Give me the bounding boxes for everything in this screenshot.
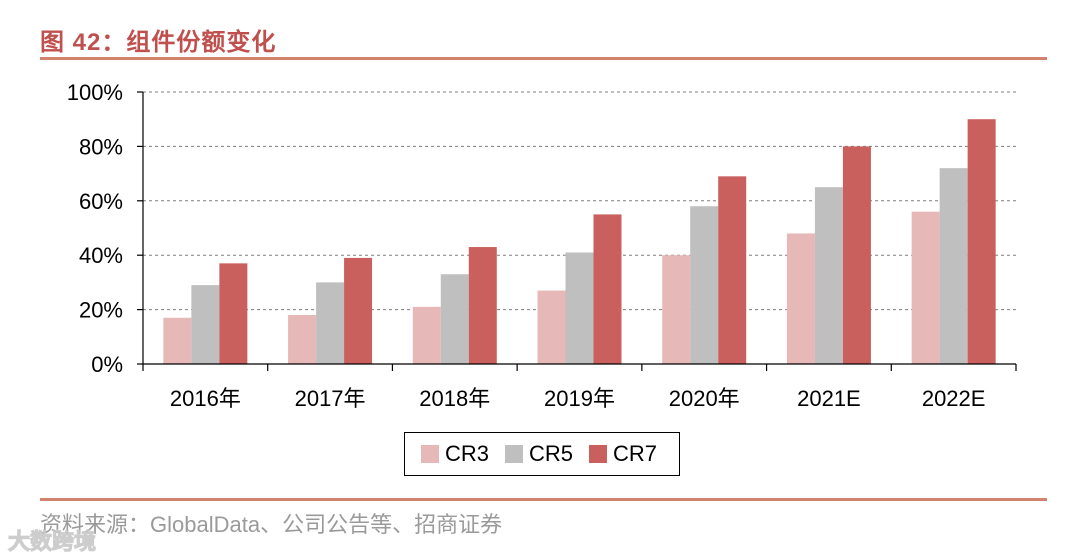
x-tick-label: 2021E	[797, 386, 861, 411]
y-tick-label: 60%	[79, 189, 123, 214]
bar-cr3	[288, 315, 317, 364]
bar-cr7	[842, 146, 871, 364]
x-tick-label: 2017年	[295, 386, 366, 411]
bar-cr5	[191, 285, 220, 364]
y-tick-label: 20%	[79, 298, 123, 323]
bar-cr7	[344, 257, 373, 364]
x-tick-label: 2022E	[922, 386, 986, 411]
legend-item-cr3: CR3	[421, 441, 489, 467]
bar-cr3	[163, 317, 192, 364]
x-tick-label: 2018年	[419, 386, 490, 411]
y-tick-label: 0%	[91, 352, 123, 377]
title-rule	[40, 57, 1047, 60]
bar-cr5	[565, 252, 594, 364]
y-tick-label: 40%	[79, 243, 123, 268]
legend-label-cr3: CR3	[445, 441, 490, 466]
bar-cr3	[412, 306, 441, 364]
x-tick-label: 2019年	[544, 386, 615, 411]
source-note: 资料来源：GlobalData、公司公告等、招商证券	[40, 512, 503, 537]
legend-swatch-cr5	[505, 445, 524, 463]
legend-label-cr7: CR7	[613, 441, 658, 466]
bar-cr7	[219, 263, 248, 364]
bar-cr7	[593, 214, 622, 364]
bar-cr3	[537, 290, 566, 364]
bar-cr5	[939, 168, 968, 364]
watermark: 大数跨境	[7, 529, 97, 555]
legend-item-cr7: CR7	[589, 441, 657, 467]
x-tick-label: 2020年	[669, 386, 740, 411]
bar-cr3	[662, 255, 691, 364]
legend-item-cr5: CR5	[505, 441, 573, 467]
bar-cr3	[786, 233, 815, 364]
bar-cr5	[690, 206, 719, 364]
bar-cr7	[718, 176, 747, 364]
y-tick-label: 100%	[67, 80, 123, 105]
bar-cr3	[911, 211, 940, 364]
bar-cr7	[967, 119, 996, 364]
legend-swatch-cr7	[589, 445, 608, 463]
bar-cr7	[468, 247, 497, 364]
y-tick-label: 80%	[79, 134, 123, 159]
x-tick-label: 2016年	[170, 386, 241, 411]
bar-cr5	[814, 187, 843, 364]
bar-cr5	[440, 274, 469, 364]
legend-swatch-cr3	[421, 445, 439, 463]
chart-legend: CR3 CR5 CR7	[404, 432, 680, 476]
legend-label-cr5: CR5	[529, 441, 574, 466]
source-rule	[40, 498, 1047, 501]
bar-chart: 0% 20% 40% 60% 80% 100% 2016年 2017年 2018年 2019年 20…	[67, 80, 1017, 411]
bar-cr5	[316, 282, 345, 364]
figure-title: 图 42：组件份额变化	[40, 29, 277, 56]
